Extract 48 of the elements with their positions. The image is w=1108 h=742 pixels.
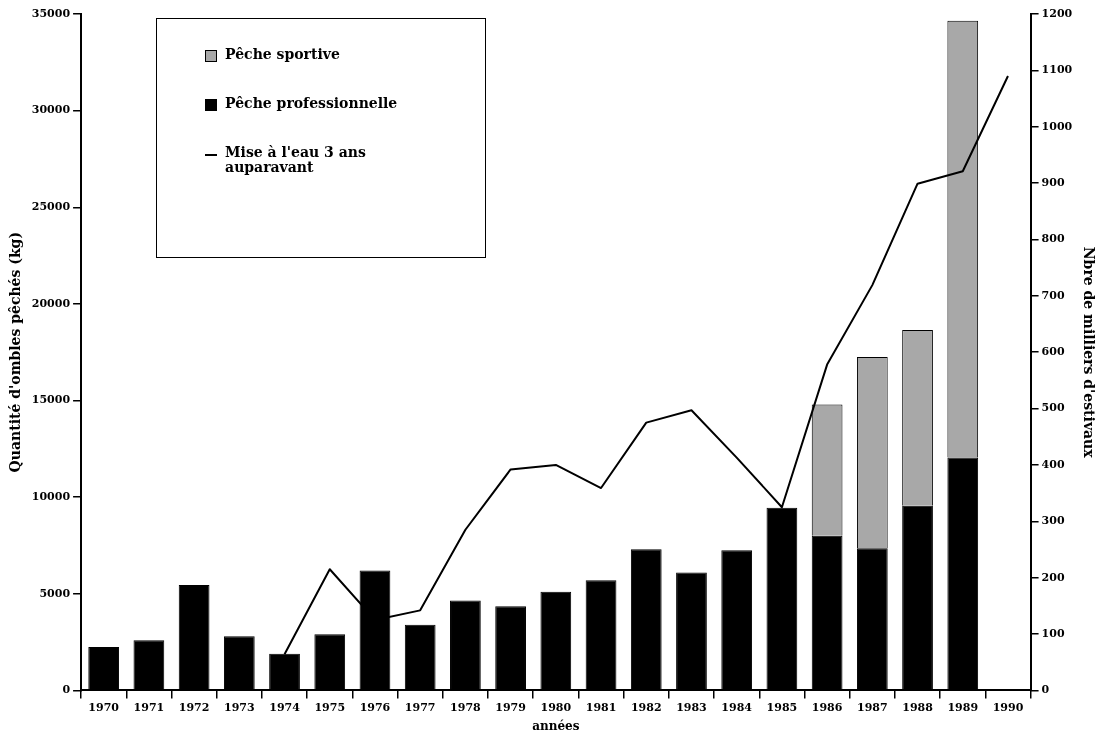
x-tick-label: 1983 [676, 700, 707, 714]
x-tick-label: 1979 [495, 700, 526, 714]
x-tick-label: 1976 [359, 700, 391, 714]
x-tick-label: 1987 [857, 700, 888, 714]
x-tick-label: 1977 [404, 700, 436, 714]
y2-tick-label: 100 [1041, 626, 1065, 640]
y2-tick-label: 900 [1041, 175, 1065, 189]
x-tick-label: 1985 [766, 700, 798, 714]
y2-tick-label: 800 [1041, 232, 1065, 246]
y-tick-label: 10000 [31, 490, 71, 503]
y2-tick-label: 400 [1041, 457, 1065, 471]
x-tick-label: 1972 [178, 700, 210, 714]
y2-tick-label: 1200 [1041, 6, 1073, 20]
x-tick-label: 1989 [947, 700, 979, 714]
x-tick-label: 1970 [88, 700, 120, 714]
y2-tick-label: 1100 [1041, 63, 1073, 77]
y-tick-label: 5000 [39, 586, 71, 600]
x-tick-label: 1980 [540, 700, 572, 714]
x-tick-label: 1974 [269, 700, 301, 714]
y2-tick-label: 600 [1041, 345, 1065, 359]
y2-tick-label: 200 [1041, 570, 1065, 584]
y2-tick-label: 1000 [1041, 119, 1073, 133]
x-tick-label: 1988 [902, 700, 934, 714]
x-tick-label: 1986 [811, 700, 843, 714]
x-tick-label: 1973 [224, 700, 255, 714]
x-tick-label: 1990 [992, 700, 1024, 714]
y-tick-label: 25000 [31, 200, 71, 214]
legend-label: Mise à l'eau 3 ans auparavant [225, 144, 367, 175]
x-tick-label: 1981 [585, 700, 617, 714]
y2-tick-label: 700 [1041, 288, 1065, 302]
y-tick-label: 0 [62, 683, 71, 697]
y-axis-title: Quantité d'ombles pêchés (kg) [7, 231, 24, 473]
x-tick-label: 1971 [133, 700, 165, 714]
y-tick-label: 30000 [31, 103, 71, 117]
legend-label: Pêche sportive [225, 46, 341, 62]
x-tick-label: 1978 [450, 700, 482, 714]
y2-axis-title: Nbre de milliers d'estivaux [1080, 246, 1097, 459]
y-tick-label: 15000 [31, 393, 71, 407]
y2-tick-label: 500 [1041, 401, 1065, 415]
y2-tick-label: 0 [1041, 683, 1050, 697]
y-tick-label: 20000 [31, 296, 71, 310]
y2-tick-label: 300 [1041, 514, 1065, 528]
x-axis-title: années [532, 718, 580, 733]
y-tick-label: 35000 [31, 6, 71, 20]
x-tick-label: 1984 [721, 700, 753, 714]
x-tick-label: 1975 [314, 700, 346, 714]
legend-label: Pêche professionnelle [225, 95, 399, 111]
x-tick-label: 1982 [630, 700, 662, 714]
